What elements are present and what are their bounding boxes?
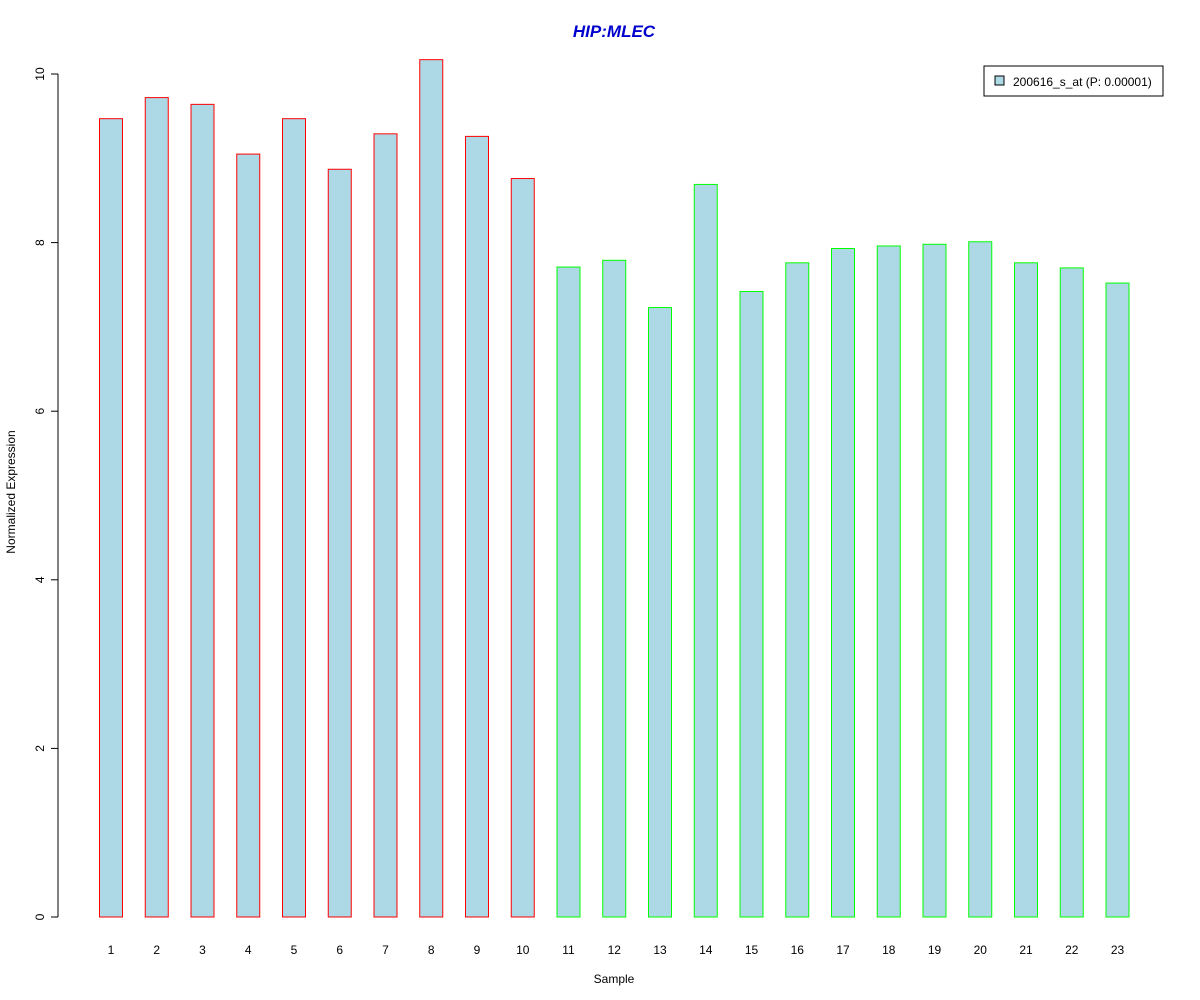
y-tick-label: 8	[33, 239, 47, 246]
bar-sample-16	[785, 262, 810, 918]
y-tick-label: 10	[33, 67, 47, 81]
x-tick-label: 3	[199, 943, 206, 957]
bar-sample-14	[693, 183, 718, 918]
bar-sample-9	[465, 135, 489, 918]
bar-sample-11	[556, 266, 581, 918]
bar-sample-3	[190, 103, 215, 918]
bar-sample-17	[831, 248, 855, 918]
bar-sample-23	[1105, 282, 1130, 918]
x-tick-label: 20	[974, 943, 988, 957]
x-tick-label: 16	[791, 943, 805, 957]
x-tick-label: 14	[699, 943, 713, 957]
bar-sample-10	[510, 178, 535, 918]
x-tick-label: 1	[108, 943, 115, 957]
x-tick-label: 4	[245, 943, 252, 957]
bar-sample-12	[602, 259, 627, 918]
legend-label: 200616_s_at (P: 0.00001)	[1013, 75, 1152, 89]
bar-sample-7	[373, 133, 398, 918]
x-tick-label: 11	[562, 943, 575, 957]
bar-sample-1	[99, 118, 123, 918]
x-tick-label: 15	[745, 943, 759, 957]
bar-sample-20	[968, 241, 993, 918]
x-tick-label: 21	[1019, 943, 1033, 957]
bar-sample-22	[1059, 267, 1084, 918]
x-tick-label: 19	[928, 943, 942, 957]
x-tick-label: 18	[882, 943, 896, 957]
x-tick-label: 9	[474, 943, 481, 957]
y-tick-label: 2	[33, 745, 47, 752]
y-tick-label: 4	[33, 576, 47, 583]
x-tick-label: 22	[1065, 943, 1079, 957]
bar-sample-5	[282, 118, 306, 918]
bar-sample-2	[144, 97, 169, 918]
x-tick-label: 6	[336, 943, 343, 957]
x-tick-label: 8	[428, 943, 435, 957]
bar-sample-19	[922, 243, 947, 918]
y-tick-label: 0	[33, 913, 47, 920]
legend-swatch	[994, 75, 1005, 86]
x-tick-label: 13	[653, 943, 667, 957]
chart-title: HIP:MLEC	[573, 22, 656, 41]
y-tick-label: 6	[33, 408, 47, 415]
bar-sample-13	[648, 307, 672, 918]
bar-sample-4	[236, 153, 261, 918]
x-tick-label: 23	[1111, 943, 1125, 957]
bar-sample-21	[1014, 262, 1038, 918]
x-tick-label: 17	[836, 943, 850, 957]
x-tick-label: 5	[291, 943, 298, 957]
x-tick-labels: 1 2 3 4 5 6 7 8 9 10 11 12 13 14 15 16 17 18 19 20 21 22 23	[108, 943, 1125, 957]
x-tick-label: 10	[516, 943, 530, 957]
bars	[99, 59, 1130, 918]
legend: 200616_s_at (P: 0.00001)	[983, 65, 1164, 97]
x-tick-label: 7	[382, 943, 389, 957]
y-axis: 0 2 4 6 8 10	[33, 67, 59, 920]
legend-box	[983, 65, 1164, 97]
x-tick-label: 2	[153, 943, 160, 957]
x-axis-title: Sample	[594, 972, 635, 986]
x-tick-label: 12	[608, 943, 622, 957]
y-axis-title: Normalized Expression	[4, 430, 18, 553]
bar-sample-8	[419, 59, 444, 918]
bar-sample-15	[739, 290, 764, 918]
bar-sample-18	[876, 245, 901, 918]
bar-sample-6	[327, 168, 352, 918]
